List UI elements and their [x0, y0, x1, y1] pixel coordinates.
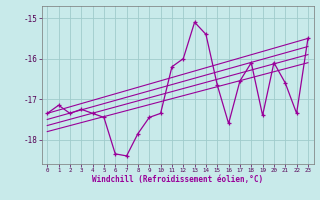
X-axis label: Windchill (Refroidissement éolien,°C): Windchill (Refroidissement éolien,°C) — [92, 175, 263, 184]
